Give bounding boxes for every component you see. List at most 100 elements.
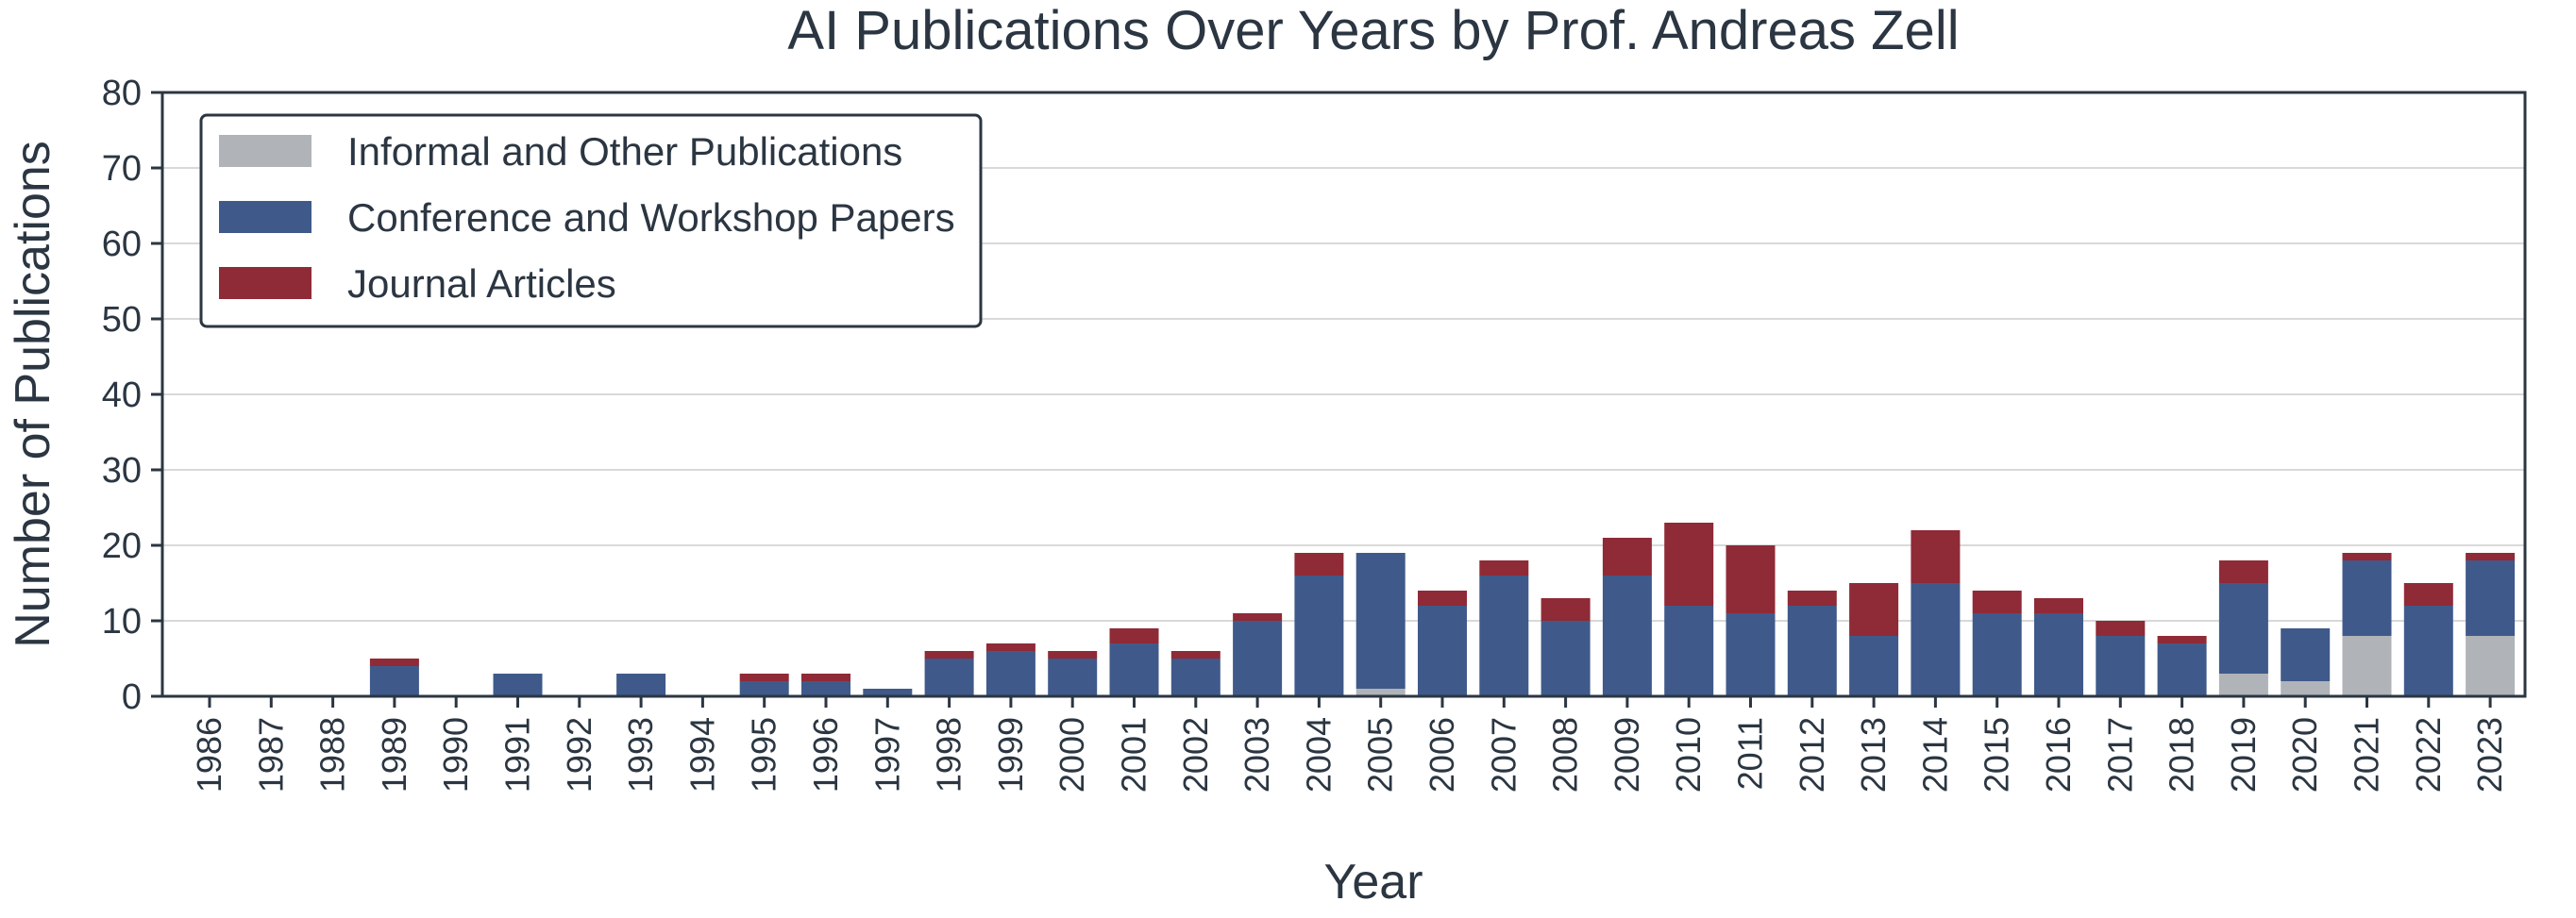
x-tick-label: 2015 [1978,717,2016,793]
x-axis-title: Year [1323,855,1423,910]
bar-conference-2007 [1479,576,1529,696]
bar-journal-2016 [2034,598,2083,613]
x-tick-label: 2001 [1115,717,1153,793]
x-tick-label: 2023 [2470,717,2509,793]
x-tick-label: 2012 [1793,717,1831,793]
bar-conference-2011 [1726,613,1776,696]
y-tick-label: 70 [102,149,142,189]
bar-journal-2006 [1418,591,1467,606]
y-tick-label: 10 [102,602,142,642]
bar-journal-2009 [1602,538,1652,576]
bar-informal-2023 [2466,636,2516,696]
bar-conference-2002 [1170,659,1221,696]
bar-journal-2021 [2342,553,2392,560]
x-tick-label: 1989 [375,717,413,793]
x-tick-label: 2000 [1052,717,1091,793]
y-axis: 0 10 20 30 40 50 60 70 80 [102,74,162,717]
x-tick-label: 1993 [621,717,660,793]
x-tick-label: 1986 [190,717,228,793]
x-tick-label: 2002 [1176,717,1215,793]
x-tick-label: 2008 [1546,717,1585,793]
bar-conference-2004 [1294,576,1344,696]
bar-conference-2010 [1664,606,1714,696]
legend-label-journal: Journal Articles [347,261,616,306]
x-tick-label: 1992 [560,717,598,793]
x-tick-label: 2020 [2285,717,2324,793]
bar-journal-1998 [924,651,974,659]
x-tick-label: 2016 [2039,717,2078,793]
bar-conference-2006 [1418,606,1467,696]
bar-journal-1996 [801,674,850,681]
x-tick-label: 1999 [991,717,1030,793]
bar-journal-2000 [1048,651,1098,659]
legend-label-informal: Informal and Other Publications [347,129,902,174]
bar-journal-2011 [1726,545,1776,613]
bar-conference-2001 [1109,643,1159,696]
x-tick-label: 2014 [1915,717,1954,793]
bar-conference-2009 [1602,576,1652,696]
x-tick-label: 2003 [1237,717,1276,793]
bar-conference-2013 [1849,636,1899,696]
bar-conference-1995 [739,681,789,696]
x-tick-label: 1988 [313,717,352,793]
x-axis: 1986 1987 1988 1989 1990 1991 1992 1993 1994 1995… [190,696,2509,793]
bar-journal-2002 [1170,651,1221,659]
x-tick-label: 2018 [2163,717,2201,793]
x-tick-label: 2021 [2348,717,2386,793]
y-tick-label: 50 [102,300,142,340]
legend-swatch-conference [219,201,311,233]
x-tick-label: 1997 [867,717,906,793]
bar-journal-2010 [1664,523,1714,606]
bar-conference-2021 [2342,560,2392,636]
bar-conference-1989 [369,666,419,696]
x-tick-label: 2013 [1854,717,1893,793]
bar-journal-2012 [1787,591,1837,606]
x-tick-label: 1996 [806,717,845,793]
bars [369,523,2516,696]
x-tick-label: 1991 [498,717,537,793]
y-tick-label: 80 [102,74,142,113]
y-tick-label: 0 [122,677,142,717]
x-tick-label: 2007 [1484,717,1523,793]
bar-conference-2022 [2403,606,2453,696]
y-tick-label: 40 [102,376,142,415]
x-tick-label: 2006 [1423,717,1461,793]
bar-conference-2000 [1048,659,1098,696]
bar-conference-2016 [2034,613,2083,696]
bar-conference-2017 [2096,636,2146,696]
legend-label-conference: Conference and Workshop Papers [347,195,955,240]
bar-conference-2008 [1541,621,1591,696]
y-axis-title: Number of Publications [6,141,60,648]
x-tick-label: 1994 [682,717,721,793]
bar-journal-2022 [2403,583,2453,606]
y-tick-label: 60 [102,225,142,264]
bar-informal-2005 [1355,689,1406,696]
bar-conference-2020 [2281,628,2331,681]
bar-conference-2023 [2466,560,2516,636]
x-tick-label: 2005 [1361,717,1400,793]
bar-conference-2012 [1787,606,1837,696]
bar-journal-2018 [2157,636,2207,643]
bar-conference-1993 [616,674,666,696]
bar-journal-2007 [1479,560,1529,576]
bar-conference-1991 [493,674,543,696]
bar-journal-2014 [1911,530,1961,583]
bar-journal-2019 [2218,560,2268,583]
bar-journal-1999 [985,643,1035,651]
bar-conference-2018 [2157,643,2207,696]
x-tick-label: 2009 [1608,717,1646,793]
bar-conference-2019 [2218,583,2268,674]
bar-conference-1999 [985,651,1035,696]
bar-informal-2021 [2342,636,2392,696]
x-tick-label: 2019 [2224,717,2263,793]
bar-journal-2015 [1972,591,2022,613]
bar-journal-2004 [1294,553,1344,576]
x-tick-label: 1998 [930,717,968,793]
bar-journal-2023 [2466,553,2516,560]
bar-conference-1998 [924,659,974,696]
bar-journal-2003 [1233,613,1283,621]
bar-journal-1995 [739,674,789,681]
bar-conference-2014 [1911,583,1961,696]
bar-informal-2020 [2281,681,2331,696]
legend: Informal and Other Publications Conferen… [199,113,983,328]
